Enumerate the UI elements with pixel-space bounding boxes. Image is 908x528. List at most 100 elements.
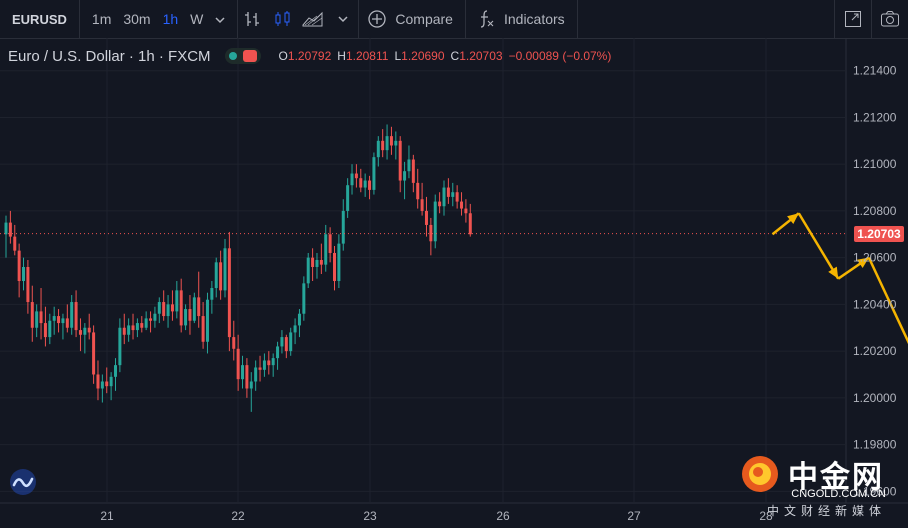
candle xyxy=(114,358,117,391)
fullscreen-button[interactable] xyxy=(835,0,871,38)
candle xyxy=(223,238,227,298)
candle-body xyxy=(359,178,363,188)
candle xyxy=(350,164,354,195)
time-tick-label: 28 xyxy=(759,509,773,523)
camera-icon xyxy=(881,11,899,27)
toolbar-divider xyxy=(78,0,80,38)
chevron-down-icon[interactable] xyxy=(328,0,358,38)
candle-body xyxy=(205,299,209,342)
candle xyxy=(337,234,341,289)
function-icon xyxy=(480,10,494,28)
candle xyxy=(74,290,78,338)
candle-body xyxy=(319,259,323,265)
price-tick-label: 1.20600 xyxy=(853,251,897,265)
toolbar-divider xyxy=(576,0,578,38)
time-tick-label: 21 xyxy=(100,509,114,523)
candle xyxy=(341,199,345,251)
timeframe-w[interactable]: W xyxy=(190,11,204,27)
expand-icon xyxy=(845,11,861,27)
candle xyxy=(460,192,464,216)
candle xyxy=(245,358,249,398)
candle-body xyxy=(184,309,188,326)
legend-title: Euro / U.S. Dollar · 1h · FXCM xyxy=(8,47,211,65)
candle-body xyxy=(306,257,310,284)
candle-body xyxy=(100,381,104,389)
candle-body xyxy=(43,323,47,338)
area-style-button[interactable] xyxy=(298,0,328,38)
timeframe-1h[interactable]: 1h xyxy=(162,11,179,27)
candle xyxy=(306,252,310,289)
candle xyxy=(319,243,323,275)
candle-body xyxy=(4,222,8,235)
candle xyxy=(372,152,376,195)
candle xyxy=(13,224,17,256)
candle-body xyxy=(249,381,253,389)
candle xyxy=(57,309,61,333)
candle-body xyxy=(416,182,420,200)
candle xyxy=(127,318,131,342)
candle xyxy=(249,372,253,412)
toolbar-divider xyxy=(871,0,872,38)
candle-body xyxy=(223,248,227,291)
candle xyxy=(267,351,271,375)
candle-body xyxy=(118,327,122,366)
candle-body xyxy=(109,376,113,387)
candle-body xyxy=(179,290,183,326)
candle-body xyxy=(170,304,174,312)
candle-body xyxy=(22,266,26,282)
compare-button[interactable]: Compare xyxy=(359,0,465,38)
candle xyxy=(210,281,214,314)
candle-body xyxy=(192,297,196,321)
candle-body xyxy=(157,302,161,314)
candle-body xyxy=(65,318,69,328)
candle-body xyxy=(219,262,223,291)
symbol-search-button[interactable]: EURUSD xyxy=(12,11,67,27)
candle xyxy=(284,334,288,359)
candle-body xyxy=(131,325,135,331)
candle-body xyxy=(122,327,126,335)
candle-body xyxy=(8,222,12,237)
timeframe-30m[interactable]: 30m xyxy=(123,11,151,27)
price-chart[interactable]: 1.21400 1.21200 1.21000 1.20800 1.20600 1.204… xyxy=(0,38,908,528)
bar-style-button[interactable] xyxy=(238,0,268,38)
candle xyxy=(289,327,293,356)
candle-body xyxy=(153,313,157,321)
chevron-down-icon[interactable] xyxy=(209,11,231,27)
indicators-button[interactable]: Indicators xyxy=(466,0,577,38)
candle-body xyxy=(276,346,280,359)
candle-body xyxy=(271,358,275,366)
candle xyxy=(214,257,218,298)
candle-body xyxy=(438,201,442,207)
forecast-arrow-segment xyxy=(867,257,908,345)
toolbar-divider xyxy=(237,0,239,38)
ohlc-close-key: C xyxy=(450,49,460,63)
candle xyxy=(153,306,157,328)
candle-body xyxy=(280,337,284,347)
screenshot-button[interactable] xyxy=(872,0,908,38)
candle-body xyxy=(267,360,271,366)
status-box xyxy=(242,50,257,62)
candle xyxy=(109,372,113,401)
candle-body xyxy=(258,367,262,370)
forecast-arrowhead xyxy=(787,213,799,225)
candle xyxy=(39,288,43,340)
candle-body xyxy=(354,173,358,179)
candle xyxy=(92,325,96,384)
candle-body xyxy=(411,159,415,183)
candle xyxy=(188,295,192,335)
market-status-toggle[interactable] xyxy=(224,48,261,64)
candle xyxy=(368,175,372,200)
candle xyxy=(22,257,26,291)
tradingview-logo-icon xyxy=(10,469,36,495)
candles-style-button[interactable] xyxy=(268,0,298,38)
timeframe-1m[interactable]: 1m xyxy=(91,11,112,27)
candle xyxy=(170,290,174,321)
candle xyxy=(70,295,74,335)
tradingview-logo[interactable] xyxy=(8,468,38,501)
candle xyxy=(227,231,231,352)
watermark-cn: 中金网 xyxy=(788,460,884,495)
candle xyxy=(52,306,56,335)
candle-body xyxy=(149,318,153,321)
watermark-en: CNGOLD.COM.CN xyxy=(791,488,886,500)
candle-body xyxy=(74,302,78,331)
